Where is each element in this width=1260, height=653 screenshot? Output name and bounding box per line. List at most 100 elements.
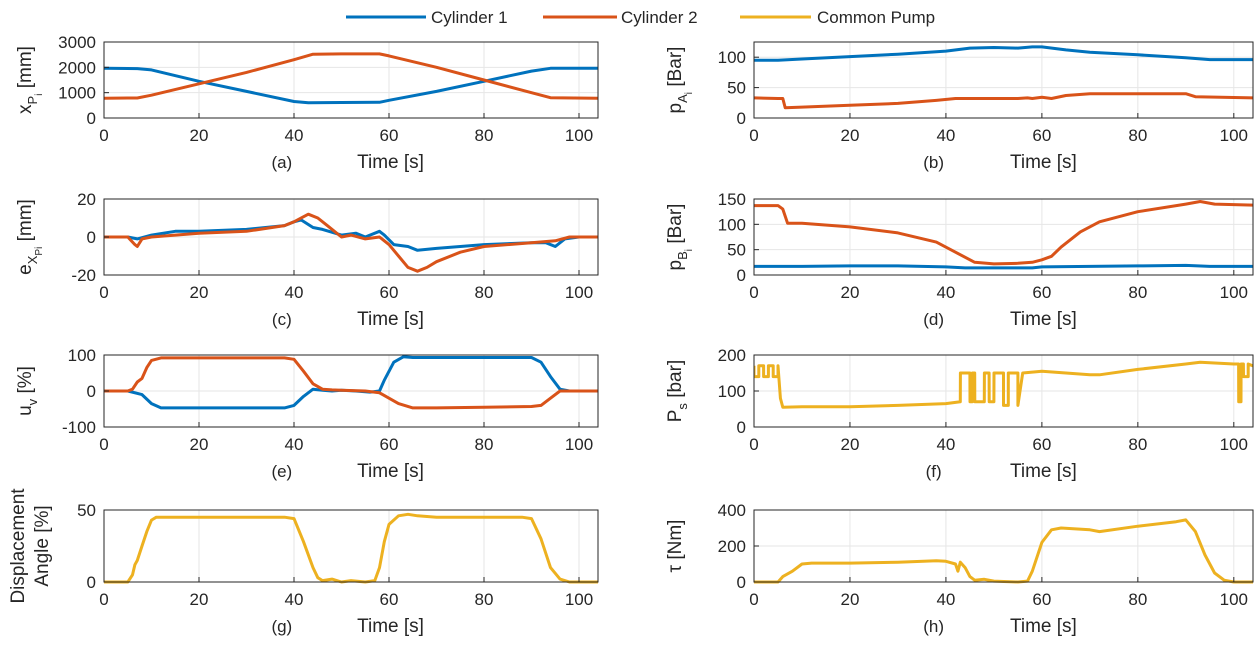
subplot-caption: (b): [923, 153, 944, 172]
x-tick-label: 80: [475, 283, 494, 302]
x-tick-label: 100: [1220, 283, 1248, 302]
x-tick-label: 20: [841, 126, 860, 145]
y-tick-label: 100: [718, 382, 746, 401]
x-tick-label: 40: [285, 126, 304, 145]
subplot-caption: (c): [272, 310, 292, 329]
y-tick-label: 150: [718, 190, 746, 209]
series-line-cylinder-1: [754, 263, 1253, 270]
series-line-common-pump: [754, 518, 1253, 584]
x-tick-label: 20: [190, 435, 209, 454]
subplot-caption: (f): [926, 462, 942, 481]
x-tick-label: 20: [841, 590, 860, 609]
x-tick-label: 80: [475, 435, 494, 454]
series-line-cylinder-2: [104, 212, 598, 273]
y-tick-label: 50: [77, 501, 96, 520]
y-tick-label: 400: [718, 501, 746, 520]
x-tick-label: 80: [1128, 435, 1147, 454]
y-tick-label: 0: [87, 382, 96, 401]
y-tick-label: 100: [718, 48, 746, 67]
x-axis-label: Time [s]: [1010, 616, 1077, 637]
y-axis-label: xPi [mm]: [15, 46, 45, 114]
x-tick-label: 60: [380, 435, 399, 454]
subplot-b: 0 20 40 60 80 100 0 50 100 (b) Time [s] pAi [Bar]: [665, 41, 1254, 173]
x-tick-label: 20: [190, 126, 209, 145]
series-line-common-pump: [104, 512, 598, 584]
series-line-cylinder-2: [104, 356, 598, 410]
x-tick-label: 0: [99, 126, 108, 145]
x-tick-label: 0: [749, 435, 758, 454]
y-tick-label: 200: [718, 537, 746, 556]
y-axis-label: Displacement Angle [%]: [8, 488, 53, 604]
subplot-d: 0 20 40 60 80 100 0 50 100 150 (d) Time [s] pBi [Bar…: [665, 190, 1254, 330]
subplot-caption: (h): [923, 617, 944, 636]
subplot-g: 0 20 40 60 80 100 0 50 (g) Time [s] Displacement An…: [8, 488, 599, 637]
legend-label-common-pump: Common Pump: [817, 8, 935, 27]
y-axis-label: pBi [Bar]: [665, 204, 695, 271]
x-tick-label: 100: [565, 435, 593, 454]
series-line-cylinder-1: [104, 66, 598, 105]
y-tick-label: 0: [737, 109, 746, 128]
subplot-caption: (g): [271, 617, 292, 636]
y-axis-label: eXPi [mm]: [15, 199, 45, 275]
x-tick-label: 20: [841, 283, 860, 302]
legend-label-cylinder-1: Cylinder 1: [431, 8, 508, 27]
x-axis-label: Time [s]: [357, 616, 424, 637]
x-tick-label: 100: [565, 590, 593, 609]
x-tick-label: 60: [1032, 435, 1051, 454]
series-line-cylinder-2: [754, 92, 1253, 110]
x-tick-label: 20: [190, 283, 209, 302]
y-tick-label: 2000: [58, 58, 96, 77]
y-tick-label: -100: [62, 418, 96, 437]
y-axis-label: pAi [Bar]: [665, 47, 695, 114]
x-tick-label: 0: [99, 590, 108, 609]
axes-box: [753, 41, 1254, 119]
axes-box: [103, 41, 599, 119]
x-tick-label: 20: [841, 435, 860, 454]
y-tick-label: 0: [737, 573, 746, 592]
x-tick-label: 40: [285, 435, 304, 454]
axes-box: [753, 198, 1254, 276]
series-line-cylinder-2: [104, 52, 598, 100]
y-tick-label: 3000: [58, 33, 96, 52]
series-line-cylinder-1: [754, 45, 1253, 62]
subplot-caption: (a): [271, 153, 292, 172]
y-tick-label: 200: [718, 346, 746, 365]
y-tick-label: 100: [68, 346, 96, 365]
x-tick-label: 100: [1220, 590, 1248, 609]
x-axis-label: Time [s]: [1010, 152, 1077, 173]
x-tick-label: 100: [1220, 435, 1248, 454]
y-tick-label: 0: [87, 573, 96, 592]
x-tick-label: 0: [99, 435, 108, 454]
x-tick-label: 80: [475, 590, 494, 609]
series-line-cylinder-2: [754, 200, 1253, 266]
y-tick-label: 1000: [58, 84, 96, 103]
x-tick-label: 60: [1032, 590, 1051, 609]
y-axis-label: uv [%]: [15, 366, 40, 416]
x-tick-label: 80: [1128, 126, 1147, 145]
x-tick-label: 80: [475, 126, 494, 145]
x-tick-label: 60: [1032, 126, 1051, 145]
series-line-common-pump: [754, 360, 1253, 409]
x-tick-label: 0: [749, 283, 758, 302]
y-tick-label: 0: [87, 228, 96, 247]
x-axis-label: Time [s]: [357, 152, 424, 173]
x-tick-label: 60: [380, 283, 399, 302]
x-tick-label: 40: [936, 435, 955, 454]
subplot-h: 0 20 40 60 80 100 0 200 400 (h) Time [s] τ [Nm]: [665, 501, 1254, 637]
x-tick-label: 0: [749, 126, 758, 145]
x-tick-label: 20: [190, 590, 209, 609]
x-tick-label: 100: [565, 283, 593, 302]
y-tick-label: 50: [727, 241, 746, 260]
legend-label-cylinder-2: Cylinder 2: [621, 8, 698, 27]
series-line-cylinder-1: [104, 355, 598, 410]
y-tick-label: 100: [718, 215, 746, 234]
x-tick-label: 60: [380, 126, 399, 145]
y-axis-label: τ [Nm]: [665, 520, 686, 573]
y-tick-label: 0: [737, 266, 746, 285]
y-tick-label: 0: [737, 418, 746, 437]
y-tick-label: 0: [87, 109, 96, 128]
